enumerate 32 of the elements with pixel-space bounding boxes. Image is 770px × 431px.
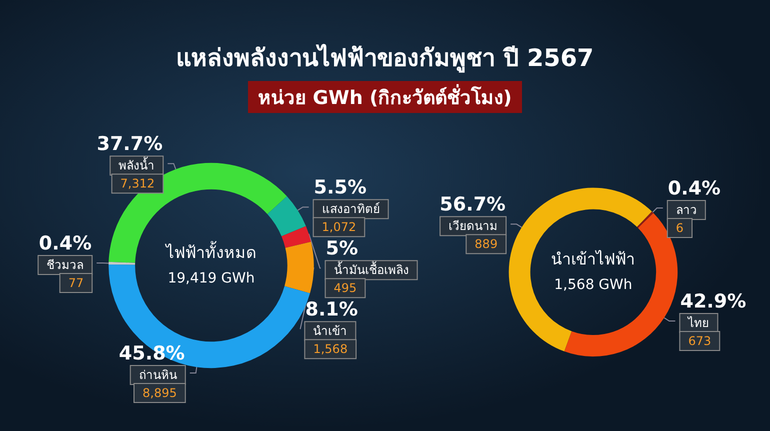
slice-label: พลังน้ำ	[118, 156, 155, 173]
slice-label: ลาว	[676, 202, 697, 217]
text: 8.1%	[305, 298, 358, 321]
slice-label: ถ่านหิน	[138, 368, 177, 382]
chart-title: แหล่งพลังงานไฟฟ้าของกัมพูชา ปี 2567	[175, 42, 595, 75]
text: 19,419 GWh	[168, 270, 255, 286]
slice-label: นำเข้า	[313, 324, 348, 338]
data-label: 1,568	[313, 342, 348, 356]
data-label: 8,895	[142, 386, 177, 400]
text: 56.7%	[440, 194, 506, 216]
slice-label: ไทย	[687, 316, 710, 330]
chart-subtitle: หน่วย GWh (กิกะวัตต์ชั่วโมง)	[248, 81, 522, 113]
text: 5.5%	[314, 176, 366, 199]
text: 0.4%	[38, 232, 92, 255]
data-label: 889	[474, 237, 498, 252]
slice-label: ชีวมวล	[46, 258, 84, 272]
data-label: 6	[676, 220, 684, 235]
text: นำเข้าไฟฟ้า	[551, 250, 636, 269]
data-label: 673	[688, 334, 712, 348]
slice-label: เวียดนาม	[448, 219, 498, 234]
data-label: 495	[334, 281, 357, 296]
text: 5%	[326, 238, 358, 260]
data-label: 1,072	[322, 220, 356, 234]
text: 0.4%	[668, 177, 721, 200]
text: ไฟฟ้าทั้งหมด	[164, 241, 256, 262]
text: 42.9%	[680, 290, 746, 313]
text: 37.7%	[96, 133, 163, 156]
data-label: 7,312	[120, 176, 155, 191]
slice-label: แสงอาทิตย์	[322, 202, 380, 216]
text: 1,568 GWh	[554, 277, 632, 294]
slice-label: น้ำมันเชื้อเพลิง	[334, 261, 409, 278]
data-label: 77	[68, 276, 84, 290]
